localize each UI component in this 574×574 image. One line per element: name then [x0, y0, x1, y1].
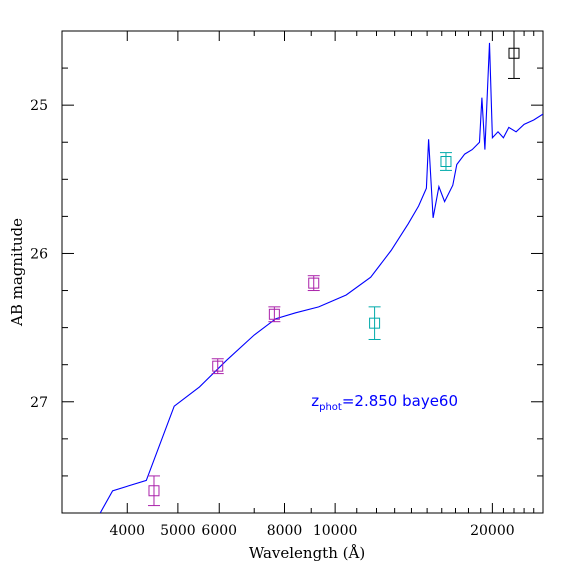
x-tick-label: 4000 — [109, 523, 145, 539]
x-tick-label: 6000 — [201, 523, 237, 539]
x-tick-label: 5000 — [160, 523, 196, 539]
data-point — [368, 306, 381, 340]
data-point — [147, 475, 160, 507]
photometric-redshift-annotation: zphot=2.850 baye60 — [311, 392, 458, 413]
point-marker — [440, 156, 452, 168]
model-curve-layer — [99, 42, 543, 513]
point-marker — [508, 47, 520, 59]
point-marker — [148, 485, 160, 497]
plot-frame — [61, 30, 544, 514]
y-axis-title: AB magnitude — [8, 218, 26, 327]
point-marker — [212, 360, 224, 372]
annotation-value: =2.850 baye60 — [342, 392, 458, 410]
x-tick-label: 10000 — [313, 523, 358, 539]
model-sed-curve — [99, 42, 543, 513]
point-marker — [308, 277, 320, 289]
annotation-subscript: phot — [319, 402, 342, 413]
point-marker — [268, 308, 280, 320]
tick-labels-layer: 4000 5000 6000 8000 10000 20000 25 26 27 — [30, 98, 514, 539]
point-marker — [369, 317, 381, 329]
y-tick-label: 27 — [30, 395, 48, 411]
data-points-layer — [147, 31, 520, 507]
x-tick-label: 8000 — [267, 523, 303, 539]
y-tick-label: 25 — [30, 98, 48, 114]
data-point — [268, 306, 281, 323]
data-point — [439, 152, 452, 171]
data-point — [307, 275, 320, 292]
data-point — [507, 31, 520, 79]
x-axis-title: Wavelength (Å) — [249, 544, 365, 562]
annotation-z: z — [311, 392, 319, 410]
axis-ticks — [61, 30, 544, 514]
y-tick-label: 26 — [30, 246, 48, 262]
x-tick-label: 20000 — [470, 523, 515, 539]
data-point — [211, 358, 224, 375]
